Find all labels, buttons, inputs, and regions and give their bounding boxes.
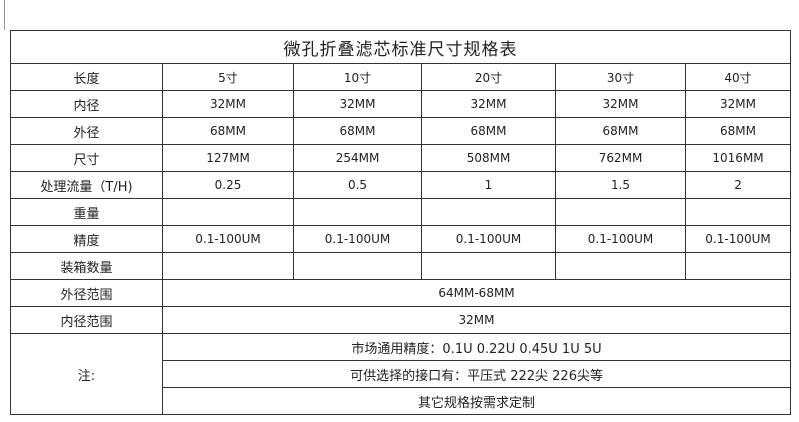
table-row: 重量 [10, 198, 792, 226]
inner-range-row: 内径范围 32MM [10, 306, 792, 334]
table-cell: 1016MM [684, 144, 792, 172]
table-row: 内径 32MM 32MM 32MM 32MM 32MM [10, 90, 792, 118]
table-cell: 32MM [162, 90, 294, 118]
range-value: 32MM [161, 306, 792, 334]
note-row: 其它规格按需求定制 [11, 387, 792, 415]
table-cell [555, 252, 686, 280]
table-row: 精度 0.1-100UM 0.1-100UM 0.1-100UM 0.1-100UM 0.… [10, 225, 792, 253]
table-cell: 68MM [421, 117, 556, 145]
row-label: 处理流量（T/H) [10, 171, 163, 199]
range-value: 64MM-68MM [161, 279, 792, 307]
table-cell: 68MM [293, 117, 422, 145]
table-cell: 30寸 [555, 63, 686, 91]
table-cell: 10寸 [293, 63, 422, 91]
table-cell: 0.1-100UM [555, 225, 686, 253]
table-cell: 0.25 [162, 171, 294, 199]
table-row: 尺寸 127MM 254MM 508MM 762MM 1016MM [10, 144, 792, 172]
table-cell: 32MM [421, 90, 556, 118]
table-cell [293, 198, 422, 226]
table-cell: 32MM [555, 90, 686, 118]
table-cell: 508MM [421, 144, 556, 172]
table-cell [684, 198, 792, 226]
table-cell: 1 [421, 171, 556, 199]
table-cell: 5寸 [162, 63, 294, 91]
table-cell [162, 198, 294, 226]
table-cell: 40寸 [684, 63, 792, 91]
row-label: 长度 [10, 63, 163, 91]
table-cell: 127MM [162, 144, 294, 172]
table-cell [421, 198, 556, 226]
table-cell: 68MM [684, 117, 792, 145]
notes-label: 注: [10, 333, 163, 415]
row-label: 内径范围 [10, 306, 163, 334]
row-label: 尺寸 [10, 144, 163, 172]
table-row: 装箱数量 [10, 252, 792, 280]
row-label: 外径 [10, 117, 163, 145]
title-row: 微孔折叠滤芯标准尺寸规格表 [9, 30, 792, 64]
table-cell: 254MM [293, 144, 422, 172]
row-label: 外径范围 [10, 279, 163, 307]
table-cell [684, 252, 792, 280]
outer-frame-line [4, 0, 5, 30]
outer-range-row: 外径范围 64MM-68MM [10, 279, 792, 307]
table-cell: 0.1-100UM [421, 225, 556, 253]
row-label: 装箱数量 [10, 252, 163, 280]
table-cell: 0.1-100UM [684, 225, 792, 253]
table-cell: 762MM [555, 144, 686, 172]
table-cell: 0.1-100UM [162, 225, 294, 253]
note-line: 其它规格按需求定制 [161, 387, 792, 415]
table-cell: 2 [684, 171, 792, 199]
table-cell: 1.5 [555, 171, 686, 199]
row-label: 内径 [10, 90, 163, 118]
table-cell: 68MM [555, 117, 686, 145]
spec-table: 微孔折叠滤芯标准尺寸规格表 长度 5寸 10寸 20寸 30寸 40寸 内径 32MM 32MM… [9, 30, 792, 415]
table-row: 处理流量（T/H) 0.25 0.5 1 1.5 2 [10, 171, 792, 199]
table-cell: 20寸 [421, 63, 556, 91]
table-title: 微孔折叠滤芯标准尺寸规格表 [9, 30, 792, 64]
note-row: 可供选择的接口有：平压式 222尖 226尖等 [11, 360, 792, 388]
table-row: 长度 5寸 10寸 20寸 30寸 40寸 [10, 63, 792, 91]
note-line: 市场通用精度：0.1U 0.22U 0.45U 1U 5U [161, 333, 792, 361]
table-cell [555, 198, 686, 226]
table-cell [421, 252, 556, 280]
table-row: 外径 68MM 68MM 68MM 68MM 68MM [10, 117, 792, 145]
note-line: 可供选择的接口有：平压式 222尖 226尖等 [161, 360, 792, 388]
note-row: 注: 市场通用精度：0.1U 0.22U 0.45U 1U 5U [10, 333, 792, 415]
table-cell [162, 252, 294, 280]
row-label: 精度 [10, 225, 163, 253]
table-cell [293, 252, 422, 280]
table-cell: 0.5 [293, 171, 422, 199]
table-cell: 32MM [293, 90, 422, 118]
table-cell: 68MM [162, 117, 294, 145]
table-cell: 32MM [684, 90, 792, 118]
row-label: 重量 [10, 198, 163, 226]
table-cell: 0.1-100UM [293, 225, 422, 253]
